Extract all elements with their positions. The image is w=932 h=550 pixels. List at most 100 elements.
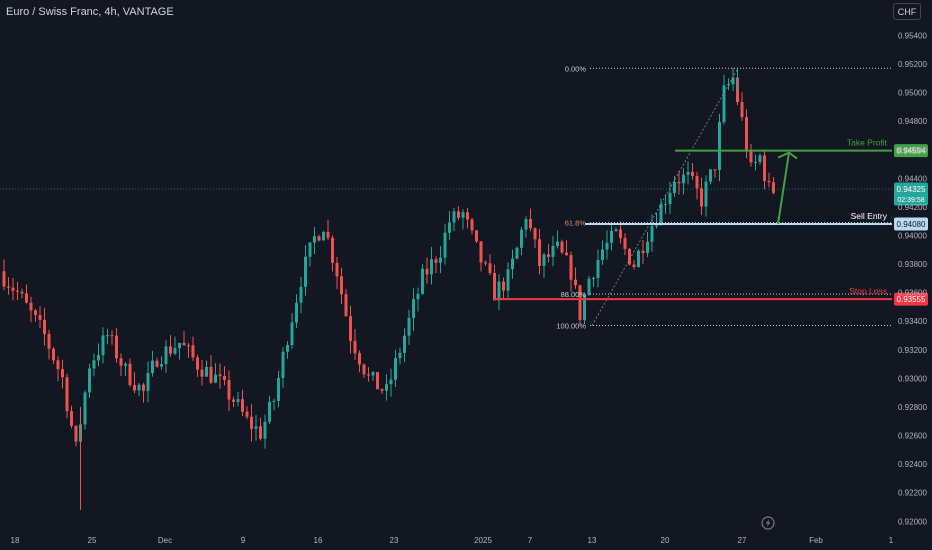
candle-body — [542, 254, 546, 266]
candle-body — [137, 384, 141, 391]
candle-body — [673, 181, 676, 193]
candle-body — [191, 345, 195, 358]
candle-body — [317, 236, 321, 241]
time-tick: Dec — [158, 536, 172, 545]
candle-body — [389, 379, 393, 385]
candle-body — [655, 225, 658, 227]
candle-body — [772, 182, 775, 193]
fibonacci-retracement[interactable]: 0.00% 61.8% 88.00% 100.00% — [556, 64, 892, 331]
candle-body — [376, 372, 379, 390]
candle-body — [362, 364, 366, 375]
candle-body — [745, 117, 748, 152]
candle-body — [722, 85, 726, 123]
candle-body — [241, 399, 244, 412]
candle-body — [412, 299, 415, 318]
candle-body — [502, 281, 505, 291]
price-tick: 0.93200 — [898, 346, 927, 355]
candle-body — [511, 258, 514, 270]
candle-body — [326, 231, 330, 238]
candle-body — [358, 353, 361, 365]
candle-body — [682, 174, 685, 184]
candle-body — [380, 389, 384, 391]
candle-body — [128, 363, 132, 386]
candle-body — [704, 181, 708, 207]
candle-body — [178, 342, 181, 349]
time-tick: 25 — [88, 536, 97, 545]
candle-body — [259, 426, 262, 439]
candle-body — [533, 228, 537, 240]
time-tick: 23 — [390, 536, 399, 545]
sell-entry-price: 0.94080 — [897, 220, 926, 229]
candle-body — [214, 374, 217, 383]
take-profit-label: Take Profit — [847, 138, 888, 148]
candle-body — [416, 293, 420, 300]
candle-body — [205, 366, 208, 377]
candle-body — [74, 425, 78, 442]
candle-body — [718, 122, 721, 171]
candle-body — [529, 219, 532, 229]
sell-entry-label: Sell Entry — [851, 211, 888, 221]
candle-body — [353, 340, 357, 354]
candle-body — [101, 335, 105, 356]
sell-entry-badge — [894, 217, 928, 231]
candle-body — [767, 180, 771, 183]
projection-arrow[interactable] — [777, 151, 798, 225]
lightning-icon[interactable] — [761, 516, 775, 530]
time-tick: 18 — [11, 536, 20, 545]
candle-body — [668, 192, 672, 204]
candle-body — [421, 268, 424, 294]
stop-loss-label: Stop Loss — [849, 286, 887, 296]
candle-body — [268, 401, 271, 422]
price-tick: 0.93000 — [898, 374, 927, 383]
time-tick: 2025 — [474, 536, 492, 545]
candle-body — [218, 374, 222, 377]
trade-levels[interactable]: Take Profit 0.94594 Sell Entry 0.94080 Stop … — [0, 138, 928, 306]
candle-body — [686, 171, 690, 175]
time-axis[interactable]: 18 25 Dec 9 16 23 2025 7 13 20 27 Feb 1 — [11, 536, 894, 545]
candle-body — [677, 181, 681, 184]
candle-body — [403, 335, 406, 353]
price-tick: 0.93400 — [898, 317, 927, 326]
fib-level-label: 0.00% — [565, 64, 587, 73]
candle-body — [713, 169, 717, 171]
candle-body — [758, 155, 762, 163]
candle-body — [574, 279, 577, 286]
candle-body — [29, 302, 33, 311]
candle-body — [119, 358, 123, 366]
currency-button[interactable]: CHF — [893, 3, 921, 20]
price-tick: 0.93600 — [898, 289, 927, 298]
price-tick: 0.94800 — [898, 117, 927, 126]
candle-body — [2, 271, 6, 287]
candle-body — [196, 357, 199, 370]
candle-body — [452, 211, 456, 223]
price-tick: 0.94200 — [898, 203, 927, 212]
candle-body — [367, 374, 370, 376]
candle-body — [11, 287, 15, 291]
price-axis[interactable]: 0.95400 0.95200 0.95000 0.94800 0.94600 0.944… — [898, 31, 927, 526]
candle-body — [637, 250, 640, 267]
stop-loss-badge — [894, 292, 928, 306]
price-tick: 0.94000 — [898, 231, 927, 240]
candle-body — [313, 236, 316, 243]
candle-body — [110, 335, 114, 337]
candle-body — [587, 278, 591, 296]
time-tick: 20 — [661, 536, 670, 545]
candle-body — [439, 257, 442, 263]
price-tick: 0.94600 — [898, 146, 927, 155]
candle-body — [56, 360, 60, 370]
price-tick: 0.95200 — [898, 60, 927, 69]
candle-body — [497, 281, 501, 301]
candle-body — [479, 241, 483, 263]
candle-body — [286, 345, 289, 352]
candle-body — [524, 219, 528, 230]
candle-body — [398, 352, 402, 359]
candle-body — [65, 377, 69, 412]
candle-body — [646, 241, 649, 254]
candle-body — [605, 242, 609, 250]
candle-body — [484, 262, 487, 264]
candle-body — [596, 259, 600, 278]
candle-body — [466, 212, 469, 220]
candle-body — [133, 385, 136, 391]
candle-body — [173, 348, 177, 354]
